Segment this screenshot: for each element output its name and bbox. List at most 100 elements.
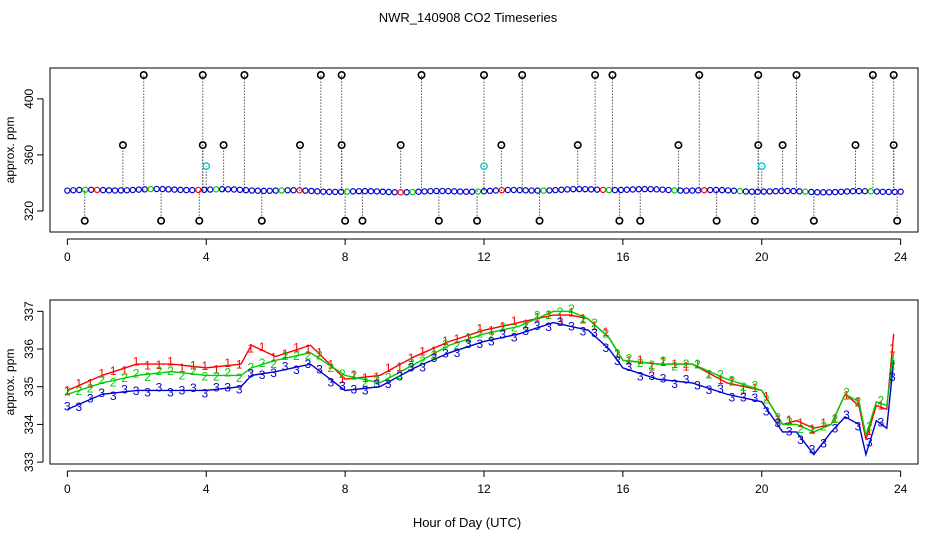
series-1-marker: 1 xyxy=(797,416,804,430)
series-1-marker: 1 xyxy=(190,359,197,373)
data-point xyxy=(218,186,226,193)
series-1-marker: 1 xyxy=(740,382,747,396)
series-2-marker: 2 xyxy=(190,364,197,378)
series-1-marker: 1 xyxy=(729,374,736,388)
data-point xyxy=(581,185,589,193)
data-point xyxy=(647,185,654,193)
series-1-marker: 1 xyxy=(224,356,231,370)
series-1-marker: 1 xyxy=(431,344,438,358)
series-3-marker: 3 xyxy=(557,315,564,329)
data-point xyxy=(284,187,291,194)
flag-point xyxy=(893,216,902,225)
series-3-marker: 3 xyxy=(683,373,690,387)
series-2-marker: 2 xyxy=(511,320,518,334)
flag-point xyxy=(712,216,721,225)
series-2-marker: 2 xyxy=(339,367,346,381)
data-point xyxy=(397,189,404,196)
series-1-marker: 1 xyxy=(625,354,632,368)
data-point xyxy=(379,188,387,195)
series-2-marker: 2 xyxy=(717,367,724,381)
data-point xyxy=(742,188,750,195)
series-3-marker: 3 xyxy=(499,327,506,341)
data-point xyxy=(337,188,345,196)
data-point xyxy=(820,189,827,196)
series-2-marker: 2 xyxy=(557,305,564,319)
series-3-marker: 3 xyxy=(465,337,472,351)
series-1-marker: 1 xyxy=(545,308,552,322)
series-2-marker: 2 xyxy=(706,367,713,381)
series-1-marker: 1 xyxy=(75,376,82,390)
series-1-marker: 1 xyxy=(522,317,529,331)
data-point xyxy=(510,186,517,194)
data-point xyxy=(629,186,637,193)
series-3-marker: 3 xyxy=(75,400,82,414)
data-point xyxy=(439,187,446,195)
flag-point xyxy=(257,216,266,225)
data-point xyxy=(391,189,398,196)
bottom-y-tick-label: 334 xyxy=(22,414,36,434)
data-point xyxy=(617,186,625,194)
data-point xyxy=(403,189,410,196)
series-2-marker: 2 xyxy=(350,368,357,382)
data-point xyxy=(855,187,863,195)
series-1-marker: 1 xyxy=(133,354,140,368)
series-2-marker: 2 xyxy=(476,326,483,340)
series-1-marker: 1 xyxy=(350,368,357,382)
data-point xyxy=(772,188,779,195)
mid-point xyxy=(480,162,488,171)
series-2-marker: 2 xyxy=(568,302,575,316)
data-point xyxy=(659,186,666,193)
data-point xyxy=(171,186,178,193)
flag-point xyxy=(750,216,759,225)
data-point xyxy=(236,186,244,194)
series-3-marker: 3 xyxy=(350,383,357,397)
series-1-marker: 1 xyxy=(476,322,483,336)
data-point xyxy=(760,188,767,195)
series-3-marker: 3 xyxy=(339,379,346,393)
data-point xyxy=(784,187,791,195)
series-3-marker: 3 xyxy=(408,360,415,374)
series-3-marker: 3 xyxy=(133,384,140,398)
data-point xyxy=(385,188,392,196)
data-point xyxy=(540,187,547,194)
data-point xyxy=(522,187,529,194)
series-2-marker: 2 xyxy=(889,359,896,373)
series-1-marker: 1 xyxy=(694,357,701,371)
series-2-marker: 2 xyxy=(224,366,231,380)
flag-point xyxy=(417,71,426,80)
series-3-marker: 3 xyxy=(843,408,850,422)
flag-point xyxy=(851,141,860,150)
series-3-marker: 3 xyxy=(545,320,552,334)
data-point xyxy=(653,186,660,193)
series-3-marker: 3 xyxy=(740,391,747,405)
series-2-marker: 2 xyxy=(75,384,82,398)
series-2-marker: 2 xyxy=(156,364,163,378)
series-2-marker: 2 xyxy=(247,361,254,375)
data-point xyxy=(201,186,208,194)
flag-point xyxy=(608,71,617,80)
data-point xyxy=(826,189,833,196)
data-point xyxy=(99,186,107,194)
flag-point xyxy=(337,141,346,150)
data-point xyxy=(177,186,184,194)
series-1-marker: 1 xyxy=(511,314,518,328)
series-1-marker: 1 xyxy=(270,351,277,365)
series-3-marker: 3 xyxy=(156,380,163,394)
series-1-marker: 1 xyxy=(110,364,117,378)
series-3-marker: 3 xyxy=(247,366,254,380)
series-2-marker: 2 xyxy=(259,356,266,370)
data-point xyxy=(373,188,381,195)
series-3-marker: 3 xyxy=(706,383,713,397)
bottom-x-tick-label: 20 xyxy=(755,482,769,496)
series-1-marker: 1 xyxy=(820,416,827,430)
series-3-marker: 3 xyxy=(717,382,724,396)
series-1-marker: 1 xyxy=(408,351,415,365)
series-2-marker: 2 xyxy=(419,354,426,368)
data-point xyxy=(754,188,761,195)
series-3-marker: 3 xyxy=(167,386,174,400)
series-2-marker: 2 xyxy=(774,410,781,424)
series-1-marker: 1 xyxy=(442,334,449,348)
top-panel: 0 4 8 12 16 20 24 320 360 400 approx. ppm xyxy=(3,67,919,264)
